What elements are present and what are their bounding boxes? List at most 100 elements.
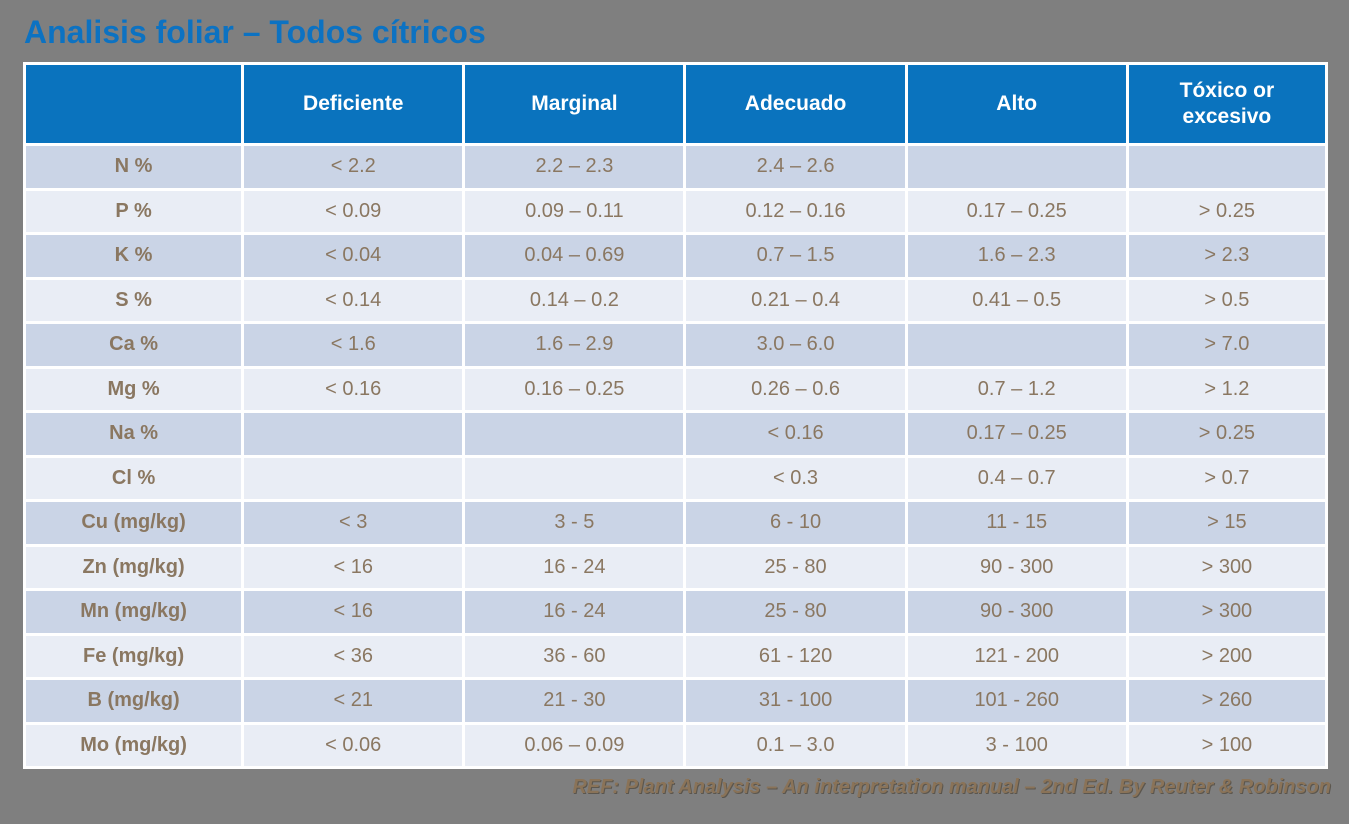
value-cell: < 0.09: [244, 190, 463, 232]
value-cell: < 0.3: [686, 457, 905, 499]
value-cell: 0.04 – 0.69: [465, 235, 684, 277]
column-header: Alto: [907, 65, 1126, 143]
foliar-analysis-table: Deficiente Marginal Adecuado Alto Tóxico or …: [23, 62, 1328, 769]
value-cell: < 21: [244, 680, 463, 722]
value-cell: 90 - 300: [907, 591, 1126, 633]
table-header-row: Deficiente Marginal Adecuado Alto Tóxico or …: [26, 65, 1325, 143]
value-cell: 21 - 30: [465, 680, 684, 722]
value-cell: 11 - 15: [907, 502, 1126, 544]
value-cell: > 15: [1128, 502, 1325, 544]
row-label-cell: Cu (mg/kg): [26, 502, 242, 544]
table-row: K % < 0.04 0.04 – 0.69 0.7 – 1.5 1.6 – 2.3 > …: [26, 235, 1325, 277]
value-cell: 0.09 – 0.11: [465, 190, 684, 232]
value-cell: 0.17 – 0.25: [907, 413, 1126, 455]
value-cell: 0.12 – 0.16: [686, 190, 905, 232]
row-label-cell: B (mg/kg): [26, 680, 242, 722]
row-label-cell: Mo (mg/kg): [26, 724, 242, 766]
value-cell: 0.14 – 0.2: [465, 279, 684, 321]
row-label-cell: K %: [26, 235, 242, 277]
column-header: Deficiente: [244, 65, 463, 143]
value-cell: > 300: [1128, 591, 1325, 633]
row-label-cell: Mn (mg/kg): [26, 591, 242, 633]
value-cell: > 200: [1128, 635, 1325, 677]
value-cell: [907, 146, 1126, 188]
value-cell: 0.21 – 0.4: [686, 279, 905, 321]
row-label-cell: Cl %: [26, 457, 242, 499]
value-cell: < 0.14: [244, 279, 463, 321]
value-cell: 2.2 – 2.3: [465, 146, 684, 188]
value-cell: > 0.25: [1128, 413, 1325, 455]
value-cell: 0.41 – 0.5: [907, 279, 1126, 321]
reference-citation: REF: Plant Analysis – An interpretation …: [572, 776, 1331, 798]
value-cell: 3.0 – 6.0: [686, 324, 905, 366]
value-cell: > 7.0: [1128, 324, 1325, 366]
value-cell: 16 - 24: [465, 546, 684, 588]
row-label-cell: Fe (mg/kg): [26, 635, 242, 677]
row-label-cell: Ca %: [26, 324, 242, 366]
value-cell: 3 - 100: [907, 724, 1126, 766]
value-cell: 3 - 5: [465, 502, 684, 544]
value-cell: 121 - 200: [907, 635, 1126, 677]
value-cell: > 260: [1128, 680, 1325, 722]
row-label-cell: Mg %: [26, 368, 242, 410]
table-row: Mo (mg/kg) < 0.06 0.06 – 0.09 0.1 – 3.0 3 - …: [26, 724, 1325, 766]
table-row: Mn (mg/kg) < 16 16 - 24 25 - 80 90 - 300 > 30…: [26, 591, 1325, 633]
table-row: Na % < 0.16 0.17 – 0.25 > 0.25: [26, 413, 1325, 455]
table-row: Ca % < 1.6 1.6 – 2.9 3.0 – 6.0 > 7.0: [26, 324, 1325, 366]
value-cell: 0.7 – 1.2: [907, 368, 1126, 410]
table-row: Cl % < 0.3 0.4 – 0.7 > 0.7: [26, 457, 1325, 499]
value-cell: < 0.06: [244, 724, 463, 766]
value-cell: > 0.7: [1128, 457, 1325, 499]
row-label-cell: S %: [26, 279, 242, 321]
value-cell: < 2.2: [244, 146, 463, 188]
value-cell: 0.1 – 3.0: [686, 724, 905, 766]
table-row: Fe (mg/kg) < 36 36 - 60 61 - 120 121 - 200 > …: [26, 635, 1325, 677]
table-row: P % < 0.09 0.09 – 0.11 0.12 – 0.16 0.17 – 0.…: [26, 190, 1325, 232]
table-header: Deficiente Marginal Adecuado Alto Tóxico or …: [26, 65, 1325, 143]
value-cell: < 1.6: [244, 324, 463, 366]
value-cell: 36 - 60: [465, 635, 684, 677]
table-row: Zn (mg/kg) < 16 16 - 24 25 - 80 90 - 300 > 30…: [26, 546, 1325, 588]
value-cell: < 3: [244, 502, 463, 544]
table-row: B (mg/kg) < 21 21 - 30 31 - 100 101 - 260 > 2…: [26, 680, 1325, 722]
row-label-cell: P %: [26, 190, 242, 232]
value-cell: 1.6 – 2.9: [465, 324, 684, 366]
value-cell: [1128, 146, 1325, 188]
value-cell: > 100: [1128, 724, 1325, 766]
value-cell: 0.06 – 0.09: [465, 724, 684, 766]
value-cell: [244, 457, 463, 499]
value-cell: 0.4 – 0.7: [907, 457, 1126, 499]
value-cell: > 1.2: [1128, 368, 1325, 410]
value-cell: 0.16 – 0.25: [465, 368, 684, 410]
row-label-cell: N %: [26, 146, 242, 188]
value-cell: 25 - 80: [686, 591, 905, 633]
value-cell: 2.4 – 2.6: [686, 146, 905, 188]
value-cell: [244, 413, 463, 455]
value-cell: 1.6 – 2.3: [907, 235, 1126, 277]
column-header: Tóxico or excesivo: [1128, 65, 1325, 143]
table-row: N % < 2.2 2.2 – 2.3 2.4 – 2.6: [26, 146, 1325, 188]
value-cell: < 16: [244, 546, 463, 588]
value-cell: [465, 457, 684, 499]
column-header: Marginal: [465, 65, 684, 143]
value-cell: > 0.25: [1128, 190, 1325, 232]
value-cell: 101 - 260: [907, 680, 1126, 722]
foliar-analysis-table-container: Deficiente Marginal Adecuado Alto Tóxico or …: [23, 62, 1328, 769]
value-cell: > 300: [1128, 546, 1325, 588]
table-row: S % < 0.14 0.14 – 0.2 0.21 – 0.4 0.41 – 0.5 >…: [26, 279, 1325, 321]
value-cell: 25 - 80: [686, 546, 905, 588]
value-cell: 0.26 – 0.6: [686, 368, 905, 410]
value-cell: > 2.3: [1128, 235, 1325, 277]
page-title: Analisis foliar – Todos cítricos: [24, 14, 486, 50]
column-header-empty: [26, 65, 242, 143]
value-cell: 90 - 300: [907, 546, 1126, 588]
value-cell: 0.17 – 0.25: [907, 190, 1126, 232]
table-row: Mg % < 0.16 0.16 – 0.25 0.26 – 0.6 0.7 – 1.2…: [26, 368, 1325, 410]
table-body: N % < 2.2 2.2 – 2.3 2.4 – 2.6 P % < 0.09 0.09 …: [26, 146, 1325, 766]
value-cell: 31 - 100: [686, 680, 905, 722]
row-label-cell: Zn (mg/kg): [26, 546, 242, 588]
value-cell: 6 - 10: [686, 502, 905, 544]
value-cell: < 36: [244, 635, 463, 677]
